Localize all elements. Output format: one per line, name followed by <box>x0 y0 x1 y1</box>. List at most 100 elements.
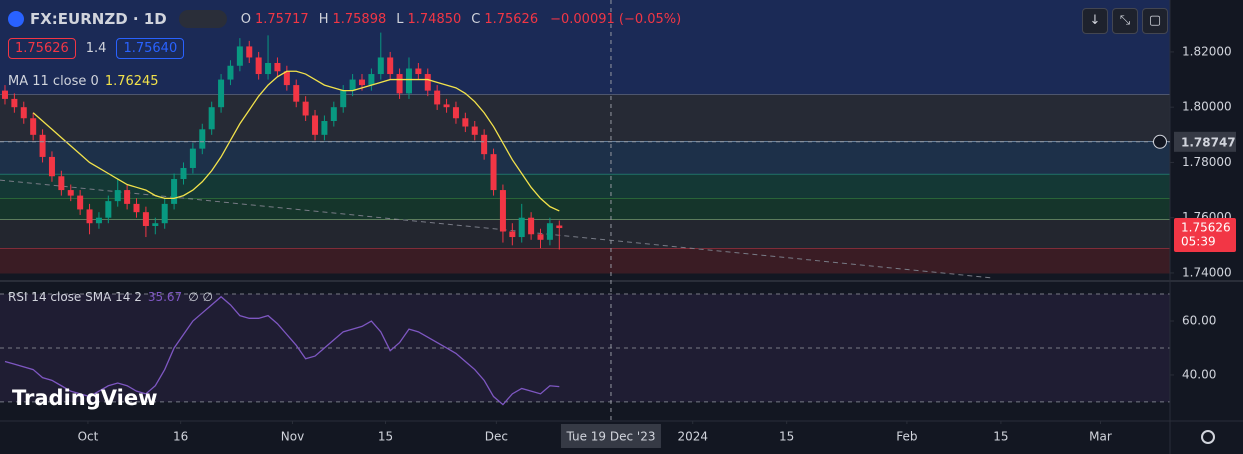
collapse-button[interactable]: ⤡ <box>1112 8 1138 34</box>
fib-zone <box>0 248 1170 273</box>
candle-body <box>86 209 93 224</box>
candle-body <box>20 107 27 119</box>
ohlc-key: H <box>318 11 329 27</box>
candle-body <box>415 68 422 75</box>
x-tick-label: 15 <box>779 430 794 444</box>
candle-body <box>509 231 516 238</box>
rsi-value: 35.67 <box>147 290 183 304</box>
candle-body <box>265 62 272 75</box>
rsi-legend: RSI 14 close SMA 14 2 35.67 ∅ ∅ <box>8 290 213 304</box>
ma-legend: MA 11 close 0 1.76245 <box>8 74 159 89</box>
candle-body <box>171 179 178 204</box>
candle-body <box>302 101 309 116</box>
y-tick-label: 1.82000 <box>1182 44 1232 58</box>
spread: 1.4 <box>85 41 107 56</box>
candle-body <box>537 234 544 240</box>
buy-button[interactable]: 1.75640 <box>116 38 185 59</box>
crosshair-date-label: Tue 19 Dec '23 <box>565 430 655 444</box>
crosshair-price-label: 1.78747 <box>1181 135 1236 149</box>
ma-value: 1.76245 <box>104 74 159 89</box>
candle-body <box>546 223 553 240</box>
candle-body <box>95 217 102 224</box>
candle-body <box>133 203 140 213</box>
candle-body <box>283 71 290 86</box>
candle-body <box>377 57 384 75</box>
candle-body <box>321 121 328 135</box>
candle-body <box>556 225 563 229</box>
status-pill <box>178 10 227 28</box>
candle-body <box>424 74 431 91</box>
candle-body <box>11 98 18 108</box>
candle-body <box>396 74 403 94</box>
candle-body <box>368 74 375 86</box>
candle-body <box>518 217 525 238</box>
settings-button[interactable] <box>1201 430 1215 444</box>
candle-body <box>208 107 215 130</box>
ohlc-legend: O 1.75717 H 1.75898 L 1.74850 C 1.75626 <box>241 12 544 27</box>
candle-body <box>443 104 450 108</box>
candle-body <box>330 107 337 122</box>
sell-button[interactable]: 1.75626 <box>8 38 76 59</box>
candle-body <box>312 115 319 135</box>
candle-body <box>77 195 84 210</box>
fullscreen-button[interactable]: ▢ <box>1142 8 1168 34</box>
fib-zone <box>0 219 1170 249</box>
candle-body <box>246 46 253 58</box>
ma-line <box>32 70 560 212</box>
ohlc-value: 1.75898 <box>332 11 387 27</box>
x-tick-label: Oct <box>78 430 99 444</box>
rsi-line <box>4 295 560 406</box>
fib-zone <box>0 174 1170 199</box>
y-tick-label: 1.74000 <box>1182 265 1232 279</box>
x-tick-label: Feb <box>896 430 917 444</box>
y-tick-label: 1.78000 <box>1182 155 1232 169</box>
ohlc-value: 1.75626 <box>484 11 539 27</box>
ma-label: MA 11 close 0 <box>8 74 99 89</box>
candle-body <box>359 79 366 86</box>
x-tick-label: 15 <box>993 430 1008 444</box>
x-tick-label: Mar <box>1089 430 1112 444</box>
candle-body <box>236 46 243 66</box>
rsi-label: RSI 14 close SMA 14 2 <box>8 290 142 304</box>
candle-body <box>434 90 441 105</box>
ohlc-value: 1.75717 <box>254 11 309 27</box>
trendline <box>0 179 993 279</box>
candle-body <box>30 118 37 135</box>
candle-body <box>161 203 168 224</box>
candle-body <box>255 57 262 75</box>
y-tick-label: 1.80000 <box>1182 100 1232 114</box>
candle-body <box>481 134 488 155</box>
last-price-label: 1.75626 <box>1181 221 1231 235</box>
candle-body <box>199 129 206 149</box>
rsi-y-tick-label: 40.00 <box>1182 367 1216 381</box>
add-alert-button[interactable] <box>1153 134 1167 149</box>
candle-body <box>452 107 459 119</box>
x-tick-label: Dec <box>485 430 508 444</box>
candle-body <box>274 62 281 72</box>
x-tick-label: 2024 <box>677 430 708 444</box>
candle-body <box>462 118 469 127</box>
ohlc-key: O <box>240 11 251 27</box>
candle-body <box>528 217 535 235</box>
candle-body <box>58 176 65 191</box>
trade-buttons: 1.75626 1.4 1.75640 <box>8 38 185 59</box>
change: −0.00091 (−0.05%) <box>550 11 682 27</box>
candle-body <box>218 79 225 108</box>
candle-body <box>67 190 74 196</box>
rsi-extra: ∅ ∅ <box>188 290 213 304</box>
candle-body <box>227 65 234 80</box>
watermark: TradingView <box>12 386 157 410</box>
symbol-legend: FX:EURNZD · 1D O 1.75717 H 1.75898 L 1.74850 C… <box>8 10 681 28</box>
candle-body <box>105 201 112 218</box>
download-button[interactable]: ↓ <box>1082 8 1108 34</box>
candle-body <box>189 148 196 168</box>
candle-body <box>349 79 356 91</box>
x-tick-label: Nov <box>281 430 304 444</box>
candle-body <box>490 154 497 191</box>
symbol-icon <box>8 11 24 27</box>
fib-zone <box>0 94 1170 142</box>
watermark-text: TradingView <box>12 386 158 410</box>
symbol: FX:EURNZD · 1D <box>30 10 167 28</box>
